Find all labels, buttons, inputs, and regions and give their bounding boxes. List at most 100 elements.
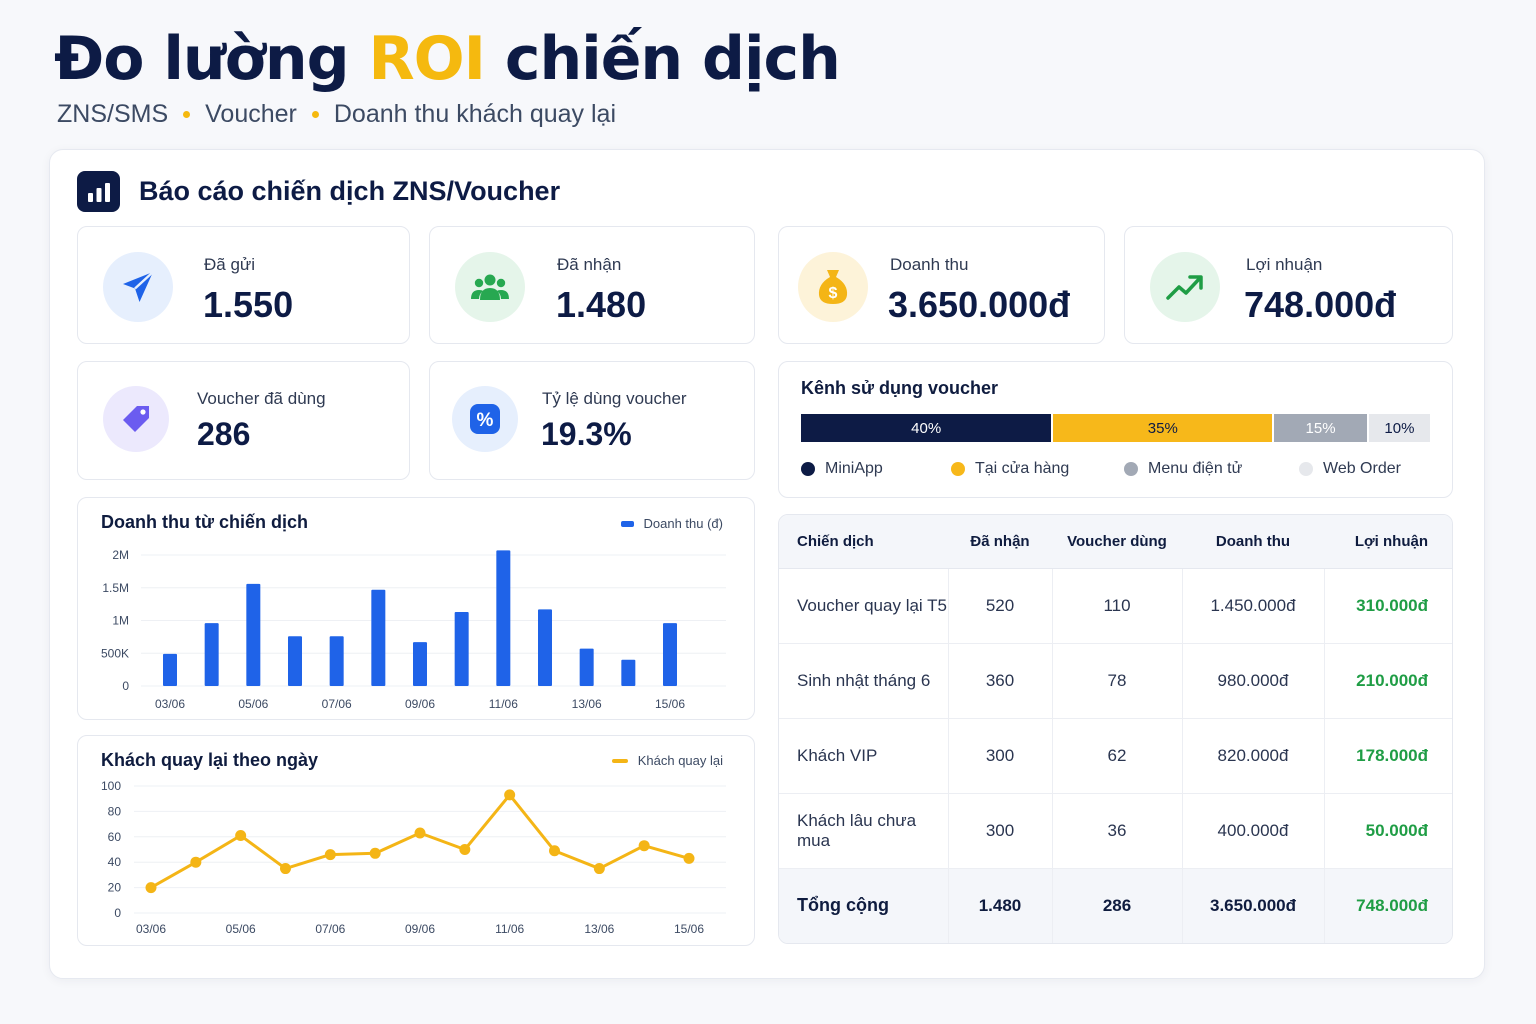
- legend-label: Web Order: [1323, 460, 1401, 477]
- returning-point: [414, 827, 426, 839]
- returning-chart-title: Khách quay lại theo ngày: [101, 750, 319, 770]
- title-suffix: chiến dịch: [504, 24, 841, 94]
- legend-swatch: [611, 758, 628, 763]
- table-header-row: Chiến dịch Đã nhận Voucher dùng Doanh th…: [779, 515, 1452, 569]
- channel-segment: 35%: [1053, 414, 1275, 442]
- revenue-cell: 820.000đ: [1182, 718, 1325, 794]
- campaign-name: Sinh nhật tháng 6: [779, 643, 949, 719]
- voucher-used-cell: 110: [1052, 568, 1183, 644]
- kpi-value: 3.650.000đ: [888, 284, 1071, 325]
- profit-cell: 210.000đ: [1324, 643, 1452, 719]
- total-voucher-used: 286: [1052, 868, 1183, 943]
- voucher-used-cell: 36: [1052, 793, 1183, 869]
- returning-point: [638, 840, 650, 852]
- campaign-name: Khách VIP: [779, 718, 949, 794]
- y-tick-label: 500K: [101, 646, 129, 660]
- y-tick-label: 100: [101, 779, 121, 793]
- returning-point: [369, 847, 381, 859]
- revenue-bar: [329, 636, 344, 686]
- channel-segment: 10%: [1368, 414, 1432, 442]
- x-tick-label: 11/06: [489, 697, 518, 711]
- subtitle-item: Doanh thu khách quay lại: [333, 100, 617, 128]
- kpi-card-revenue: $ Doanh thu 3.650.000đ: [778, 226, 1105, 344]
- legend-label: Khách quay lại: [637, 753, 723, 768]
- report-header: Báo cáo chiến dịch ZNS/Voucher: [77, 171, 560, 212]
- received-cell: 300: [948, 793, 1053, 869]
- x-tick-label: 13/06: [584, 922, 614, 936]
- legend-label: Menu điện tử: [1148, 460, 1243, 477]
- y-tick-label: 0: [114, 906, 121, 920]
- voucher-channel-card: Kênh sử dụng voucher 40% 35% 15% 10% MiniAp…: [778, 361, 1453, 498]
- x-tick-label: 09/06: [405, 697, 435, 711]
- revenue-chart-title: Doanh thu từ chiến dịch: [101, 512, 309, 532]
- returning-chart: 0 20 40 60 80 100 03/06 05/06 07/06 09/06 11/06 13/…: [101, 779, 726, 936]
- revenue-bar: [496, 550, 511, 686]
- kpi-value: 19.3%: [541, 416, 632, 452]
- percent-icon: %: [452, 386, 518, 452]
- returning-chart-legend: Khách quay lại: [611, 753, 723, 768]
- svg-text:%: %: [477, 410, 494, 431]
- returning-point: [145, 882, 157, 894]
- returning-line: [150, 793, 690, 889]
- subtitle-item: Voucher: [205, 100, 297, 128]
- revenue-cell: 1.450.000đ: [1182, 568, 1325, 644]
- x-tick-label: 03/06: [155, 697, 185, 711]
- subtitle: ZNS/SMS Voucher Doanh thu khách quay lại: [57, 100, 616, 129]
- x-tick-label: 11/06: [495, 922, 524, 936]
- report-title: Báo cáo chiến dịch ZNS/Voucher: [139, 176, 561, 206]
- subtitle-item: ZNS/SMS: [57, 100, 169, 128]
- voucher-channel-title: Kênh sử dụng voucher: [801, 378, 999, 398]
- returning-point: [235, 830, 247, 842]
- table-row: Khách VIP 300 62 820.000đ 178.000đ: [779, 718, 1452, 794]
- revenue-bar: [621, 659, 636, 686]
- returning-point: [280, 863, 291, 875]
- separator-dot: [183, 111, 191, 118]
- x-tick-label: 15/06: [655, 697, 685, 711]
- returning-point: [459, 844, 471, 855]
- kpi-label: Voucher đã dùng: [197, 389, 326, 408]
- campaign-name: Voucher quay lại T5: [779, 568, 949, 644]
- y-tick-label: 20: [108, 881, 122, 895]
- channel-legend-item: Menu điện tử: [1124, 460, 1242, 478]
- revenue-cell: 400.000đ: [1182, 793, 1325, 869]
- campaign-name: Khách lâu chưa mua: [779, 793, 949, 869]
- money-bag-icon: $: [798, 252, 868, 322]
- revenue-bar: [163, 653, 177, 686]
- returning-point: [190, 856, 202, 868]
- revenue-cell: 980.000đ: [1182, 643, 1325, 719]
- kpi-card-sent: Đã gửi 1.550: [77, 226, 410, 344]
- returning-chart-card: Khách quay lại theo ngày Khách quay lại …: [77, 735, 755, 946]
- campaign-table-card: Chiến dịch Đã nhận Voucher dùng Doanh th…: [778, 514, 1453, 944]
- x-tick-label: 03/06: [136, 922, 166, 936]
- returning-point: [593, 863, 605, 875]
- title-prefix: Đo lường: [54, 24, 350, 94]
- kpi-value: 1.480: [556, 284, 647, 325]
- kpi-label: Đã nhận: [557, 255, 622, 274]
- voucher-used-cell: 78: [1052, 643, 1183, 719]
- channel-legend-item: Web Order: [1299, 460, 1401, 478]
- y-tick-label: 1.5M: [102, 581, 129, 595]
- revenue-bar: [288, 636, 302, 686]
- x-tick-label: 07/06: [322, 697, 352, 711]
- column-header: Đã nhận: [948, 515, 1052, 569]
- received-cell: 360: [948, 643, 1053, 719]
- separator-dot: [311, 111, 319, 118]
- x-tick-label: 05/06: [226, 922, 256, 936]
- x-tick-label: 15/06: [674, 922, 704, 936]
- revenue-chart: 0 500K 1M 1.5M 2M 03/06 05/06 07/06 09/06 11/06 13…: [101, 548, 726, 711]
- paper-plane-icon: [103, 252, 173, 322]
- legend-label: Doanh thu (đ): [643, 516, 724, 531]
- legend-label: MiniApp: [825, 460, 883, 477]
- x-tick-label: 13/06: [572, 697, 602, 711]
- profit-cell: 310.000đ: [1324, 568, 1452, 644]
- y-tick-label: 40: [108, 855, 122, 869]
- revenue-bar: [579, 648, 594, 686]
- channel-legend-item: Tại cửa hàng: [951, 460, 1069, 478]
- x-tick-label: 09/06: [405, 922, 435, 936]
- legend-dot: [801, 462, 815, 476]
- y-tick-label: 1M: [112, 614, 129, 628]
- trending-up-icon: [1150, 252, 1220, 322]
- revenue-bar: [204, 623, 219, 686]
- table-row: Khách lâu chưa mua 300 36 400.000đ 50.00…: [779, 793, 1452, 869]
